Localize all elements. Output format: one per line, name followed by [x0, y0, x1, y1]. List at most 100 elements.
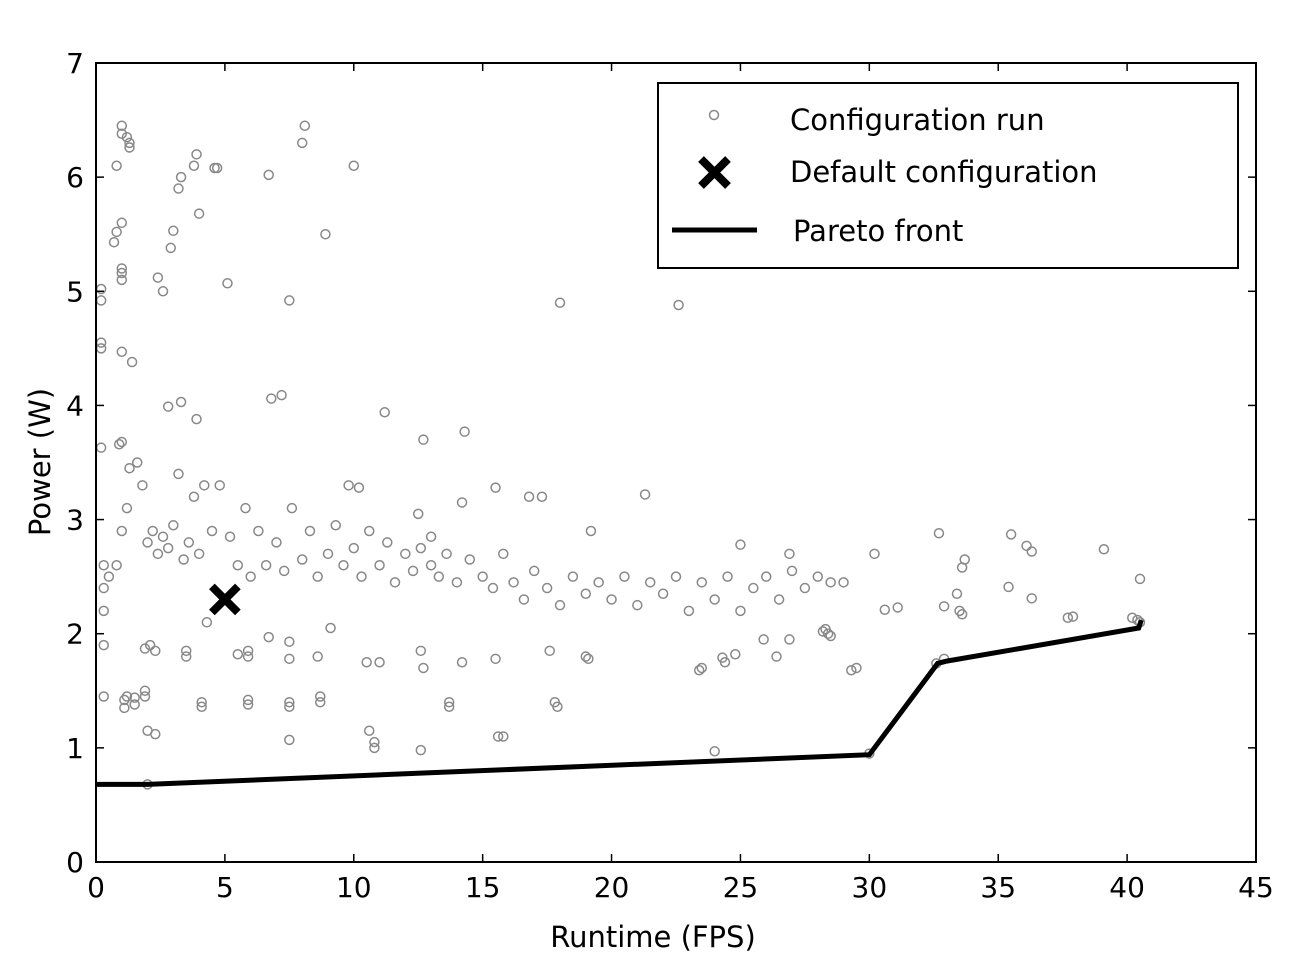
x-axis-label: Runtime (FPS): [550, 920, 756, 954]
configuration-run-point: [735, 605, 746, 617]
configuration-run-point: [554, 297, 566, 308]
configuration-run-point: [180, 651, 192, 662]
x-tick-label: 35: [980, 871, 1016, 904]
configuration-run-point: [938, 601, 950, 612]
configuration-run-point: [820, 623, 831, 635]
configuration-run-point: [116, 120, 128, 132]
configuration-run-point: [312, 651, 323, 662]
configuration-run-point: [276, 389, 287, 401]
configuration-run-point: [150, 728, 161, 740]
configuration-run-point: [443, 701, 455, 713]
configuration-run-point: [98, 639, 109, 651]
configuration-run-point: [356, 571, 367, 582]
configuration-run-point: [632, 599, 643, 611]
configuration-run-point: [696, 577, 708, 588]
configuration-run-point: [415, 645, 427, 657]
y-tick-label: 1: [66, 732, 84, 765]
configuration-run-point: [407, 565, 419, 577]
configuration-run-point: [320, 228, 331, 240]
configuration-run-point: [191, 149, 202, 160]
configuration-run-point: [116, 267, 128, 279]
configuration-run-point: [325, 622, 336, 634]
configuration-run-point: [116, 263, 128, 274]
y-tick-label: 4: [66, 389, 84, 422]
x-tick-label: 0: [87, 871, 105, 904]
configuration-run-point: [363, 725, 375, 736]
configuration-run-point: [116, 274, 128, 286]
configuration-run-point: [284, 636, 295, 647]
configuration-run-point: [253, 525, 264, 537]
configuration-run-point: [719, 657, 731, 668]
configuration-run-point: [188, 160, 200, 171]
configuration-run-point: [1127, 612, 1138, 623]
configuration-run-point: [286, 502, 298, 514]
configuration-run-point: [523, 491, 535, 502]
configuration-run-point: [1021, 540, 1032, 552]
configuration-run-point: [415, 744, 427, 756]
legend-config-run-label: Configuration run: [790, 103, 1045, 137]
configuration-run-point: [348, 160, 360, 171]
y-tick-label: 2: [66, 618, 84, 651]
configuration-run-point: [121, 131, 133, 143]
configuration-run-point: [956, 609, 968, 620]
configuration-run-point: [116, 217, 128, 229]
configuration-run-point: [784, 634, 795, 645]
configuration-run-point: [773, 594, 785, 605]
configuration-run-point: [296, 554, 308, 565]
configuration-run-point: [492, 731, 504, 742]
configuration-run-point: [304, 525, 316, 537]
configuration-run-point: [162, 401, 174, 412]
configuration-run-point: [490, 482, 501, 493]
configuration-run-point: [544, 645, 555, 657]
configuration-run-point: [131, 457, 143, 468]
configuration-run-point: [412, 508, 424, 520]
configuration-run-point: [95, 295, 107, 306]
configuration-run-point: [709, 746, 720, 757]
configuration-run-point: [173, 183, 184, 194]
configuration-run-point: [459, 426, 470, 437]
configuration-run-point: [322, 548, 334, 560]
configuration-run-point: [193, 208, 205, 219]
configuration-run-point: [315, 696, 326, 708]
configuration-run-point: [722, 571, 733, 582]
configuration-run-point: [585, 525, 597, 537]
configuration-run-point: [284, 701, 295, 713]
configuration-run-point: [374, 559, 385, 571]
configuration-run-point: [242, 699, 254, 710]
configuration-run-point: [619, 571, 630, 582]
configuration-run-point: [284, 653, 295, 665]
configuration-run-point: [1098, 543, 1110, 555]
configuration-run-point: [1026, 546, 1037, 557]
configuration-run-point: [278, 565, 290, 577]
configuration-run-point: [933, 528, 945, 539]
configuration-run-point: [554, 599, 566, 611]
configuration-run-point: [580, 651, 592, 662]
y-tick-label: 7: [66, 47, 84, 80]
legend-pareto-label: Pareto front: [793, 214, 963, 248]
configuration-run-point: [369, 742, 380, 754]
configuration-run-point: [379, 407, 390, 418]
pareto-front-line: [96, 619, 1144, 787]
configuration-run-point: [214, 480, 225, 491]
configuration-run-point: [152, 548, 164, 560]
configuration-run-point: [959, 554, 970, 565]
configuration-run-point: [296, 137, 308, 149]
configuration-run-point: [382, 537, 393, 548]
configuration-run-point: [188, 491, 200, 502]
configuration-run-point: [425, 531, 437, 542]
configuration-run-point: [343, 480, 354, 491]
configuration-run-point: [846, 664, 857, 676]
configuration-run-point: [552, 701, 563, 713]
configuration-run-point: [456, 657, 468, 668]
configuration-run-point: [165, 242, 177, 254]
configuration-run-point: [735, 539, 746, 550]
configuration-run-point: [196, 696, 207, 708]
configuration-run-point: [1005, 529, 1017, 540]
y-axis-label: Power (W): [23, 388, 57, 536]
configuration-run-point: [124, 137, 135, 149]
configuration-run-point: [330, 520, 341, 531]
x-tick-label: 15: [465, 871, 501, 904]
configuration-run-point: [487, 582, 499, 594]
configuration-run-point: [508, 577, 519, 588]
